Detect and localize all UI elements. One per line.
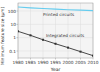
marker — [55, 43, 57, 45]
x-tick-label: 2010 — [88, 60, 99, 65]
x-tick-label: 2000 — [63, 60, 74, 65]
data-group — [18, 7, 93, 57]
series-line — [18, 31, 93, 55]
x-tick-label: 1990 — [38, 60, 49, 65]
marker — [18, 30, 19, 32]
x-tick-label: 1995 — [50, 60, 61, 65]
y-tick-label: 10 — [11, 22, 17, 27]
marker — [67, 47, 69, 49]
y-tick-label: 100 — [8, 9, 16, 14]
x-axis-label: Year — [50, 67, 61, 72]
grid-line — [18, 51, 93, 52]
grid-line — [18, 24, 93, 25]
x-tick-label: 1980 — [13, 60, 24, 65]
series-label: Integrated circuits — [46, 33, 84, 38]
y-tick-label: 1 — [13, 35, 16, 40]
plot-frame — [18, 3, 93, 58]
marker — [92, 55, 93, 57]
series-line — [18, 7, 93, 11]
x-tick-label: 2005 — [75, 60, 86, 65]
y-tick-label: 0.1 — [9, 49, 16, 54]
x-tick-label: 1985 — [25, 60, 36, 65]
chart: 1980198519901995200020052010 0.1 1 10 100 Pri… — [0, 0, 100, 72]
marker — [30, 34, 32, 36]
marker — [42, 39, 44, 41]
y-axis-label: Minimum feature size (μm) — [0, 7, 5, 65]
plot-area — [18, 3, 93, 58]
series-label: Printed circuits — [43, 12, 74, 17]
marker — [80, 51, 82, 53]
